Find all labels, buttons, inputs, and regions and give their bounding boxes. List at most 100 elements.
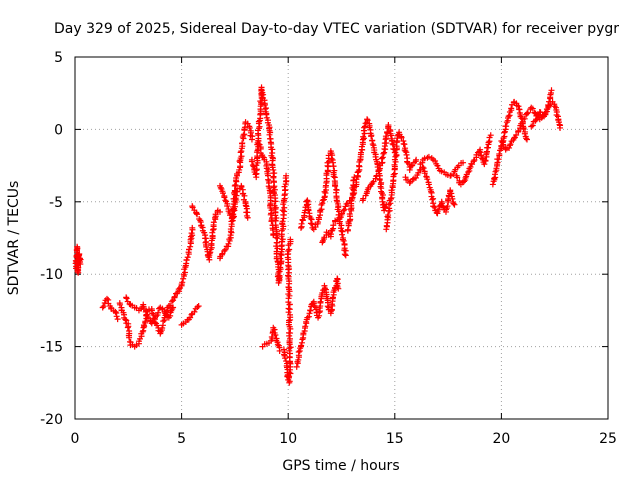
data-point-marker	[236, 158, 243, 165]
data-point-marker	[360, 133, 367, 140]
data-point-marker	[358, 149, 365, 156]
data-point-marker	[239, 140, 246, 147]
data-point-marker	[385, 212, 392, 219]
x-axis-label: GPS time / hours	[282, 458, 399, 474]
data-point-marker	[283, 177, 290, 184]
data-point-marker	[103, 295, 110, 302]
data-point-marker	[299, 336, 306, 343]
data-point-marker	[282, 186, 289, 193]
data-point-marker	[275, 277, 282, 284]
data-point-marker	[485, 139, 492, 146]
data-point-marker	[330, 173, 337, 180]
data-point-marker	[438, 200, 445, 207]
data-point-marker	[287, 344, 294, 351]
data-point-marker	[328, 155, 335, 162]
data-point-marker	[344, 226, 351, 233]
data-point-marker	[384, 128, 391, 135]
data-point-marker	[340, 237, 347, 244]
data-point-marker	[227, 226, 234, 233]
data-point-marker	[403, 151, 410, 158]
data-point-marker	[285, 284, 292, 291]
data-point-marker	[419, 159, 426, 166]
data-point-marker	[360, 195, 367, 202]
chart-title: Day 329 of 2025, Sidereal Day-to-day VTE…	[54, 21, 619, 37]
data-point-marker	[330, 222, 337, 229]
data-point-marker	[242, 202, 249, 209]
data-point-marker	[295, 349, 302, 356]
data-point-marker	[286, 378, 293, 385]
data-point-marker	[222, 246, 229, 253]
data-point-marker	[162, 310, 169, 317]
data-point-marker	[451, 201, 458, 208]
data-point-marker	[421, 155, 428, 162]
data-point-marker	[221, 194, 228, 201]
data-point-marker	[114, 316, 121, 323]
data-point-marker	[268, 218, 275, 225]
data-point-marker	[340, 207, 347, 214]
data-point-marker	[126, 334, 133, 341]
data-point-marker	[151, 316, 158, 323]
data-point-marker	[285, 305, 292, 312]
data-point-marker	[513, 132, 520, 139]
data-point-marker	[298, 220, 305, 227]
data-point-marker	[431, 204, 438, 211]
data-point-marker	[332, 183, 339, 190]
data-point-marker	[284, 272, 291, 279]
data-point-marker	[388, 138, 395, 145]
data-point-marker	[491, 175, 498, 182]
data-point-marker	[184, 254, 191, 261]
data-point-marker	[276, 347, 283, 354]
data-point-marker	[155, 309, 162, 316]
data-point-marker	[346, 211, 353, 218]
data-point-marker	[465, 169, 472, 176]
data-point-marker	[279, 218, 286, 225]
data-point-marker	[325, 163, 332, 170]
data-point-marker	[432, 157, 439, 164]
data-point-marker	[225, 240, 232, 247]
data-point-marker	[381, 207, 388, 214]
data-point-marker	[232, 182, 239, 189]
data-point-marker	[434, 162, 441, 169]
data-point-marker	[444, 203, 451, 210]
data-point-marker	[195, 303, 202, 310]
x-tick-label: 10	[279, 431, 297, 447]
data-point-marker	[450, 200, 457, 207]
data-point-marker	[206, 250, 213, 257]
data-point-marker	[324, 159, 331, 166]
data-point-marker	[77, 261, 84, 268]
data-point-marker	[361, 124, 368, 131]
data-point-marker	[489, 181, 496, 188]
data-point-marker	[557, 124, 564, 131]
data-point-marker	[383, 222, 390, 229]
data-point-marker	[449, 195, 456, 202]
data-point-marker	[524, 109, 531, 116]
data-point-marker	[295, 356, 302, 363]
data-point-marker	[272, 332, 279, 339]
data-point-marker	[332, 217, 339, 224]
data-point-marker	[409, 176, 416, 183]
data-point-marker	[503, 123, 510, 130]
data-point-marker	[341, 206, 348, 213]
y-tick-label: -10	[40, 267, 63, 283]
data-point-marker	[113, 313, 120, 320]
data-point-marker	[175, 286, 182, 293]
data-point-marker	[99, 304, 106, 311]
data-point-marker	[170, 304, 177, 311]
data-point-marker	[361, 123, 368, 130]
data-point-marker	[170, 297, 177, 304]
y-tick-label: 0	[54, 122, 63, 138]
data-point-marker	[327, 310, 334, 317]
data-point-marker	[278, 258, 285, 265]
y-tick-label: -15	[40, 340, 63, 356]
data-point-marker	[317, 207, 324, 214]
data-point-marker	[382, 133, 389, 140]
data-point-marker	[307, 307, 314, 314]
data-point-marker	[460, 159, 467, 166]
data-point-marker	[425, 153, 432, 160]
x-tick-label: 15	[386, 431, 404, 447]
data-point-marker	[421, 170, 428, 177]
data-point-marker	[238, 183, 245, 190]
x-tick-label: 0	[71, 431, 80, 447]
data-point-marker	[369, 141, 376, 148]
